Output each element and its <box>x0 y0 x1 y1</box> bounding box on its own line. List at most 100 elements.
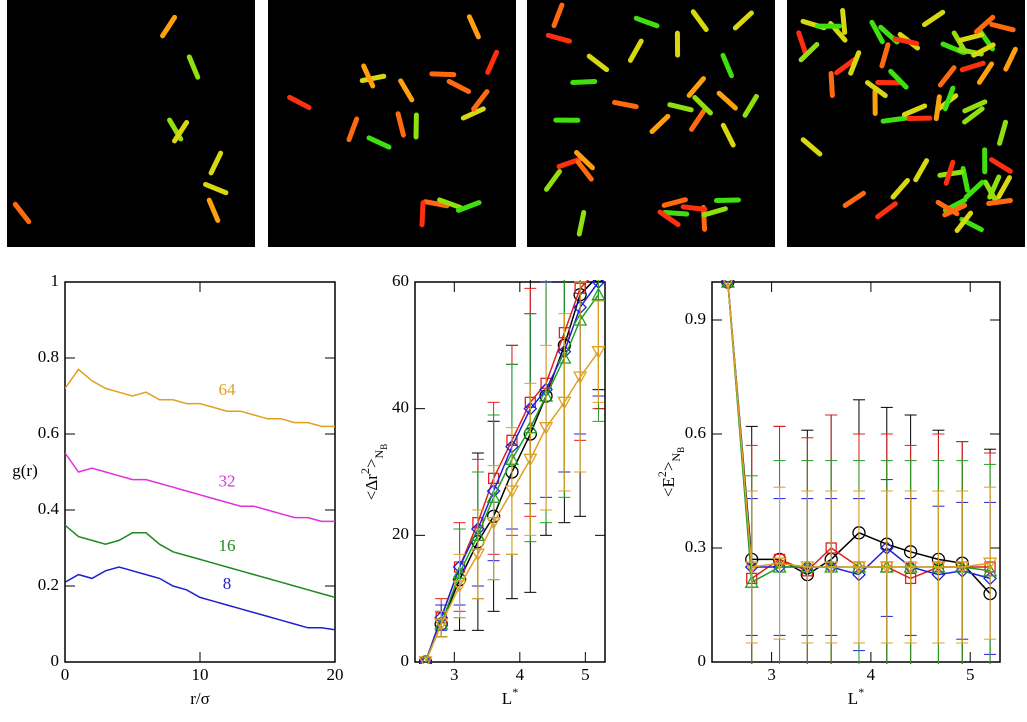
y-tick-label: 0.6 <box>38 423 59 442</box>
marker <box>434 618 449 632</box>
marker <box>824 561 839 575</box>
label-part: N <box>669 453 683 462</box>
rod <box>686 76 706 98</box>
x-tick-label: 3 <box>450 665 459 684</box>
y-tick-label: 40 <box>392 398 409 417</box>
rod <box>12 201 32 225</box>
plot-frame <box>414 281 606 663</box>
rod <box>172 120 190 144</box>
rod <box>963 179 985 200</box>
series-line <box>65 368 335 428</box>
rod <box>959 60 986 73</box>
rod <box>842 190 866 208</box>
series-line <box>65 566 335 631</box>
x-axis-label: r/σ <box>190 689 210 708</box>
rod <box>798 41 820 63</box>
y-tick-label: 0.9 <box>685 309 706 328</box>
rod <box>973 14 996 35</box>
y-tick-label: 0 <box>51 651 60 670</box>
rod <box>422 199 450 209</box>
rod <box>460 106 486 121</box>
marker <box>851 561 867 575</box>
marker <box>470 548 485 562</box>
rod <box>976 61 995 85</box>
marker <box>879 561 894 575</box>
label-part: * <box>858 685 864 699</box>
label-part: 2 <box>358 468 372 474</box>
marker <box>800 561 815 575</box>
label-part: > <box>659 462 678 472</box>
rod <box>690 9 709 32</box>
rod <box>828 70 835 98</box>
rod <box>989 22 1016 33</box>
rod <box>346 116 360 143</box>
rod <box>742 93 759 118</box>
marker <box>523 453 538 467</box>
rod <box>586 53 610 73</box>
series-line <box>65 452 335 523</box>
rod <box>892 36 920 46</box>
rod <box>206 197 221 223</box>
label-part: <E <box>659 477 678 497</box>
rod <box>954 210 974 233</box>
label-part: B <box>379 444 389 450</box>
rod <box>875 201 898 220</box>
rod <box>913 158 930 183</box>
marker <box>722 280 733 290</box>
y-tick-label: 0.2 <box>38 575 59 594</box>
x-tick-label: 20 <box>327 665 344 684</box>
rod <box>989 157 1013 174</box>
rod <box>471 89 490 112</box>
rod <box>933 94 942 122</box>
rod <box>570 79 598 86</box>
rod <box>633 15 660 29</box>
rod <box>186 54 201 80</box>
y-tick-label: 0.8 <box>38 347 59 366</box>
rod <box>395 111 406 138</box>
y-tick-label: 20 <box>392 524 409 543</box>
y-axis-label: g(r) <box>12 461 37 480</box>
rod <box>879 42 891 69</box>
rod <box>689 108 707 132</box>
marker <box>955 561 970 575</box>
rod <box>834 57 857 76</box>
y-tick-label: 60 <box>392 271 409 290</box>
x-tick-label: 10 <box>192 665 209 684</box>
series-group <box>65 368 335 631</box>
rod <box>796 30 809 57</box>
rod <box>437 197 463 210</box>
series-label: 64 <box>219 380 237 399</box>
x-tick-label: 3 <box>767 665 776 684</box>
series-label: 32 <box>219 471 236 490</box>
rod <box>692 94 713 116</box>
series-label: 16 <box>219 536 236 555</box>
marker <box>593 264 603 274</box>
rod <box>361 63 376 89</box>
y-axis-label: <E2>NB <box>655 447 686 497</box>
series-line <box>65 524 335 599</box>
rod <box>942 202 968 218</box>
rod <box>612 99 639 110</box>
series-group <box>418 264 605 664</box>
rod <box>901 103 928 118</box>
rod <box>800 137 823 157</box>
marker <box>538 422 554 436</box>
rod <box>840 7 848 35</box>
rod <box>962 106 985 125</box>
x-tick-label: 5 <box>581 665 590 684</box>
rod <box>160 14 178 39</box>
rod <box>957 32 985 43</box>
y-tick-label: 0 <box>698 651 707 670</box>
rod <box>720 52 734 79</box>
x-tick-label: 0 <box>61 665 70 684</box>
marker <box>591 346 605 360</box>
rod <box>996 175 1012 200</box>
rod <box>398 78 415 103</box>
marker <box>418 656 433 664</box>
rod <box>890 177 910 200</box>
y-tick-label: 0.3 <box>685 537 706 556</box>
rod <box>869 19 885 45</box>
marker <box>982 557 998 571</box>
rod <box>455 200 482 213</box>
marker <box>593 280 604 283</box>
